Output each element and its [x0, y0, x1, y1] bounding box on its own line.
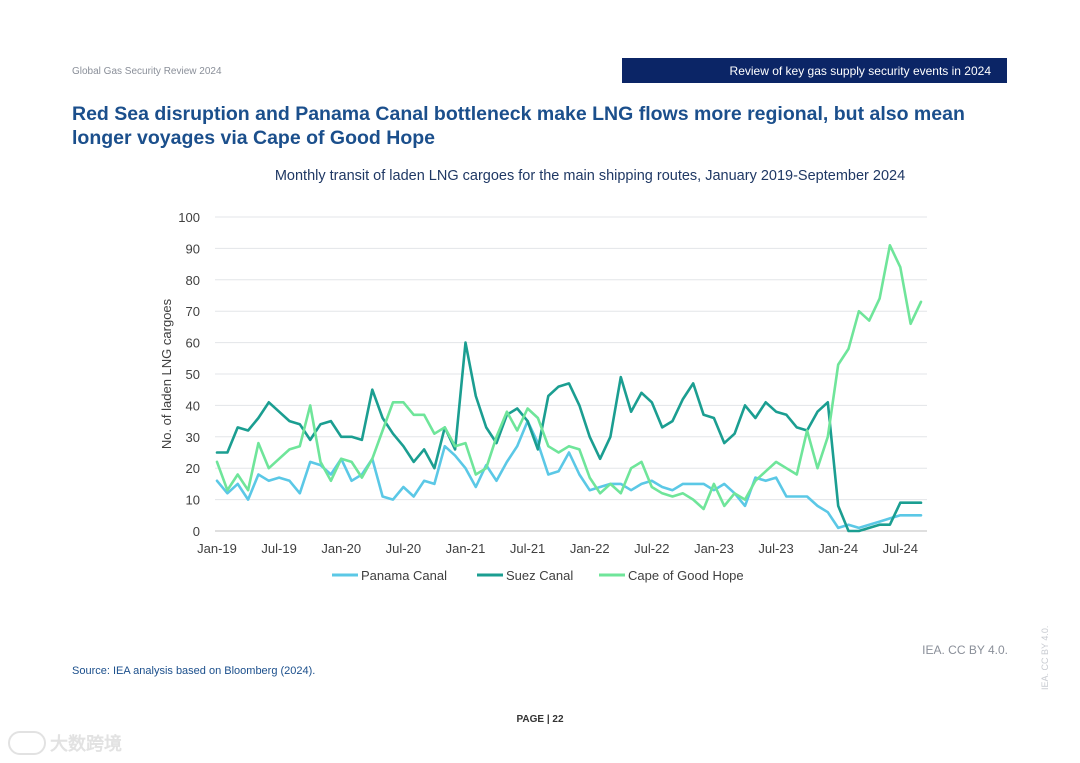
credit-text: IEA. CC BY 4.0. [922, 643, 1008, 657]
y-tick-label: 70 [186, 304, 200, 319]
page-headline: Red Sea disruption and Panama Canal bott… [72, 103, 965, 149]
legend-label-cape-of-good-hope: Cape of Good Hope [628, 568, 744, 583]
y-tick-label: 30 [186, 430, 200, 445]
section-banner: Review of key gas supply security events… [622, 58, 1007, 83]
x-tick-label: Jan-19 [197, 541, 237, 556]
y-tick-label: 20 [186, 461, 200, 476]
y-tick-label: 40 [186, 398, 200, 413]
y-tick-label: 50 [186, 367, 200, 382]
line-chart: 0 10 20 30 40 50 60 70 80 90 100 Jan-19 Jul-19 Jan-20… [159, 210, 927, 583]
x-tick-label: Jul-22 [634, 541, 669, 556]
x-tick-label: Jan-23 [694, 541, 734, 556]
y-tick-label: 60 [186, 336, 200, 351]
x-tick-label: Jan-22 [570, 541, 610, 556]
x-tick-label: Jul-19 [261, 541, 296, 556]
series-lines [215, 244, 923, 533]
series-line-panama-canal [215, 419, 923, 530]
y-tick-label: 80 [186, 273, 200, 288]
x-tick-label: Jan-24 [818, 541, 858, 556]
y-tick-label: 0 [193, 524, 200, 539]
legend: Panama Canal Suez Canal Cape of Good Hope [332, 568, 744, 583]
legend-label-suez-canal: Suez Canal [506, 568, 573, 583]
watermark-text: 大数跨境 [50, 734, 122, 754]
y-tick-label: 100 [178, 210, 200, 225]
vertical-credit: IEA. CC BY 4.0. [1040, 625, 1050, 690]
x-tick-label: Jul-23 [758, 541, 793, 556]
x-tick-label: Jul-20 [386, 541, 421, 556]
series-line-suez-canal [215, 341, 923, 533]
axes: 0 10 20 30 40 50 60 70 80 90 100 Jan-19 Jul-19 Jan-20… [159, 210, 927, 556]
section-banner-label: Review of key gas supply security events… [729, 63, 991, 78]
legend-label-panama-canal: Panama Canal [361, 568, 447, 583]
x-tick-label: Jul-21 [510, 541, 545, 556]
page-number: PAGE | 22 [516, 714, 564, 725]
x-tick-label: Jan-20 [321, 541, 361, 556]
x-tick-label: Jan-21 [446, 541, 486, 556]
series-line-cape-of-good-hope [215, 244, 923, 511]
y-tick-label: 10 [186, 493, 200, 508]
watermark-logo-icon [8, 731, 46, 755]
y-axis-label: No. of laden LNG cargoes [159, 298, 174, 449]
chart-title: Monthly transit of laden LNG cargoes for… [274, 168, 906, 184]
source-note: Source: IEA analysis based on Bloomberg … [72, 665, 316, 677]
document-title: Global Gas Security Review 2024 [72, 66, 222, 77]
y-tick-label: 90 [186, 241, 200, 256]
watermark: 大数跨境 [8, 730, 122, 756]
x-tick-label: Jul-24 [883, 541, 918, 556]
